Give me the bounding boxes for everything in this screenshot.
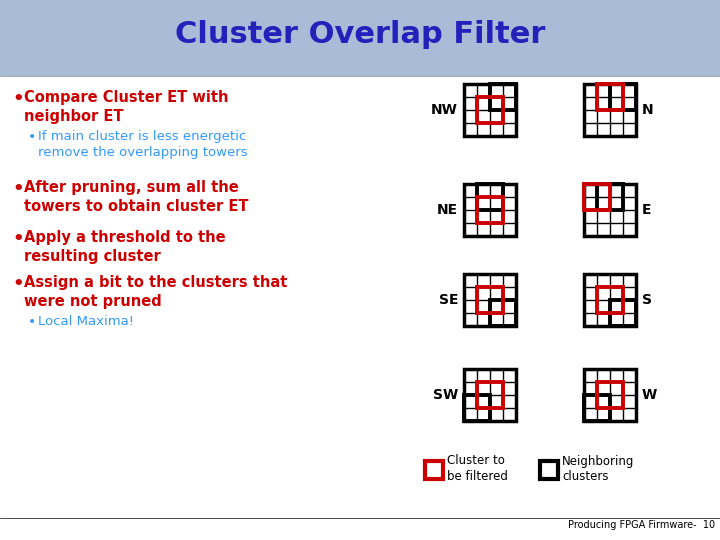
Bar	[477, 197, 503, 223]
Text: •: •	[12, 230, 24, 248]
Bar	[464, 184, 516, 236]
Bar	[477, 184, 503, 210]
Text: After pruning, sum all the
towers to obtain cluster ET: After pruning, sum all the towers to obt…	[24, 180, 248, 214]
Bar	[464, 274, 516, 326]
Bar	[477, 97, 503, 123]
Bar	[464, 369, 516, 421]
Text: Cluster to
be filtered: Cluster to be filtered	[447, 455, 508, 483]
Text: Producing FPGA Firmware-  10: Producing FPGA Firmware- 10	[568, 520, 715, 530]
Text: •: •	[12, 180, 24, 198]
Text: •: •	[12, 275, 24, 293]
Bar	[584, 274, 636, 326]
Bar	[584, 369, 636, 421]
Bar	[425, 461, 443, 479]
Bar	[610, 84, 636, 110]
Bar	[584, 184, 636, 236]
Text: Neighboring
clusters: Neighboring clusters	[562, 455, 634, 483]
Bar	[610, 300, 636, 326]
Bar	[490, 300, 516, 326]
Bar	[477, 382, 503, 408]
Text: Compare Cluster ET with
neighbor ET: Compare Cluster ET with neighbor ET	[24, 90, 228, 124]
Bar	[0, 0, 720, 75]
Text: Cluster Overlap Filter: Cluster Overlap Filter	[175, 20, 545, 49]
Bar	[464, 395, 490, 421]
Text: SE: SE	[438, 293, 458, 307]
Text: NE: NE	[437, 203, 458, 217]
Text: Apply a threshold to the
resulting cluster: Apply a threshold to the resulting clust…	[24, 230, 225, 264]
Bar	[597, 84, 623, 110]
Text: SW: SW	[433, 388, 458, 402]
Bar	[597, 287, 623, 313]
Text: W: W	[642, 388, 657, 402]
Text: Assign a bit to the clusters that
were not pruned: Assign a bit to the clusters that were n…	[24, 275, 287, 309]
Bar	[597, 382, 623, 408]
Text: N: N	[642, 103, 654, 117]
Text: Local Maxima!: Local Maxima!	[38, 315, 134, 328]
Text: •: •	[28, 315, 36, 329]
Bar	[584, 184, 610, 210]
Bar	[477, 287, 503, 313]
Bar	[597, 184, 623, 210]
Bar	[490, 84, 516, 110]
Bar	[464, 84, 516, 136]
Bar	[540, 461, 558, 479]
Text: •: •	[12, 90, 24, 108]
Bar	[584, 84, 636, 136]
Text: E: E	[642, 203, 652, 217]
Text: NW: NW	[431, 103, 458, 117]
Text: •: •	[28, 130, 36, 144]
Bar	[584, 395, 610, 421]
Text: If main cluster is less energetic
remove the overlapping towers: If main cluster is less energetic remove…	[38, 130, 248, 159]
Text: S: S	[642, 293, 652, 307]
